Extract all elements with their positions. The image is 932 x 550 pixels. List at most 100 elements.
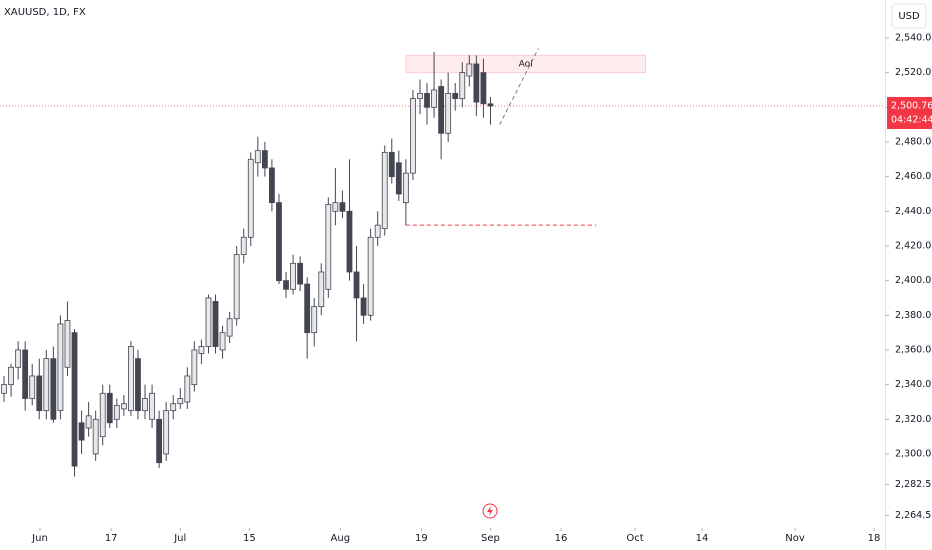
candle-body: [487, 103, 494, 107]
candle-body: [106, 392, 113, 424]
candle-body: [226, 318, 233, 337]
candle-body: [156, 418, 163, 464]
countdown: 04:42:44: [891, 114, 932, 125]
candle-body: [431, 89, 437, 108]
x-tick-label: Aug: [331, 533, 351, 544]
candle-body: [402, 172, 409, 204]
candle-body: [466, 63, 473, 77]
candle-body: [184, 375, 191, 403]
candle-body: [78, 422, 85, 441]
candle-body: [360, 297, 367, 316]
candle-body: [445, 93, 452, 134]
x-tick-label: 14: [696, 533, 709, 544]
candle-body: [438, 86, 445, 134]
candle-body: [198, 346, 205, 354]
aoi-label: AoI: [519, 59, 533, 69]
x-tick-label: 16: [555, 533, 568, 544]
candle-body: [64, 320, 71, 368]
candle-body: [325, 203, 332, 290]
candle-body: [459, 72, 466, 100]
y-tick-label: 2,480.00: [895, 136, 932, 147]
y-tick-label: 2,420.00: [895, 240, 932, 251]
y-tick-label: 2,520.00: [895, 67, 932, 78]
candle-body: [388, 151, 395, 178]
candle-body: [170, 403, 177, 412]
candle-body: [177, 398, 184, 405]
currency[interactable]: USD: [898, 11, 920, 22]
y-tick-label: 2,340.00: [895, 379, 932, 390]
y-tick-label: 2,540.00: [895, 32, 932, 43]
candle-body: [261, 150, 268, 169]
x-tick-label: 15: [243, 533, 256, 544]
x-tick-label: Jun: [31, 533, 48, 544]
candle-body: [50, 358, 57, 420]
candle-body: [240, 236, 247, 256]
y-tick-label: 2,264.50: [895, 510, 932, 521]
candle-body: [374, 224, 381, 238]
candle-body: [29, 375, 36, 399]
candle-body: [1, 384, 7, 394]
candle-body: [15, 349, 22, 368]
candle-body: [219, 332, 226, 351]
event-bolt: [487, 506, 493, 516]
candle-body: [205, 297, 212, 347]
candle-body: [346, 210, 353, 273]
price-badge: [887, 96, 932, 129]
y-tick-label: 2,460.00: [895, 171, 932, 182]
candle-body: [99, 392, 106, 438]
candle-body: [473, 63, 480, 103]
candle-body: [149, 392, 155, 420]
candle-body: [290, 262, 296, 290]
y-tick-label: 2,380.00: [895, 310, 932, 321]
x-tick-label: Nov: [785, 533, 805, 544]
candle-body: [452, 93, 459, 100]
y-tick-label: 2,320.00: [895, 414, 932, 425]
x-tick-label: Sep: [481, 533, 500, 544]
candle-body: [424, 93, 430, 108]
candle-body: [353, 271, 360, 299]
candle-body: [142, 398, 148, 412]
candle-body: [311, 306, 318, 334]
candle-body: [276, 202, 282, 282]
candle-body: [22, 349, 29, 399]
candle-body: [71, 332, 78, 467]
x-tick-label: 19: [415, 533, 428, 544]
y-tick-label: 2,440.00: [895, 206, 932, 217]
candle-body: [332, 202, 339, 212]
candle-body: [318, 271, 325, 308]
candle-body: [480, 72, 487, 105]
candle-body: [120, 403, 127, 410]
candle-body: [339, 202, 346, 212]
candle-body: [247, 158, 254, 238]
candle-body: [191, 349, 198, 386]
event-icon[interactable]: [482, 503, 498, 519]
candle-body: [43, 358, 50, 412]
candle-body: [417, 93, 423, 100]
projection-line: [499, 48, 539, 125]
y-tick-label: 2,400.00: [895, 275, 932, 286]
candle-body: [113, 405, 120, 420]
x-tick-label: Jul: [173, 533, 186, 544]
symbol-title: XAUUSD, 1D, FX: [4, 7, 86, 18]
currency-button[interactable]: [891, 3, 927, 29]
candle-body: [36, 375, 43, 412]
candle-body: [269, 167, 275, 204]
candle-body: [85, 415, 92, 429]
candle-body: [233, 254, 240, 320]
candle-body: [283, 280, 289, 290]
candle-body: [135, 358, 141, 412]
y-tick-label: 2,300.00: [895, 448, 932, 459]
x-tick-label: 17: [105, 533, 118, 544]
x-tick-label: 18: [868, 533, 881, 544]
price-label: 2,500.76: [891, 100, 932, 111]
y-tick-label: 2,282.50: [895, 479, 932, 490]
y-tick-label: 2,360.00: [895, 344, 932, 355]
candle-body: [254, 150, 261, 164]
candle-body: [8, 366, 14, 386]
candle-body: [410, 98, 416, 174]
candle-body: [304, 283, 311, 334]
candle-body: [92, 418, 99, 455]
candle-body: [367, 236, 374, 316]
